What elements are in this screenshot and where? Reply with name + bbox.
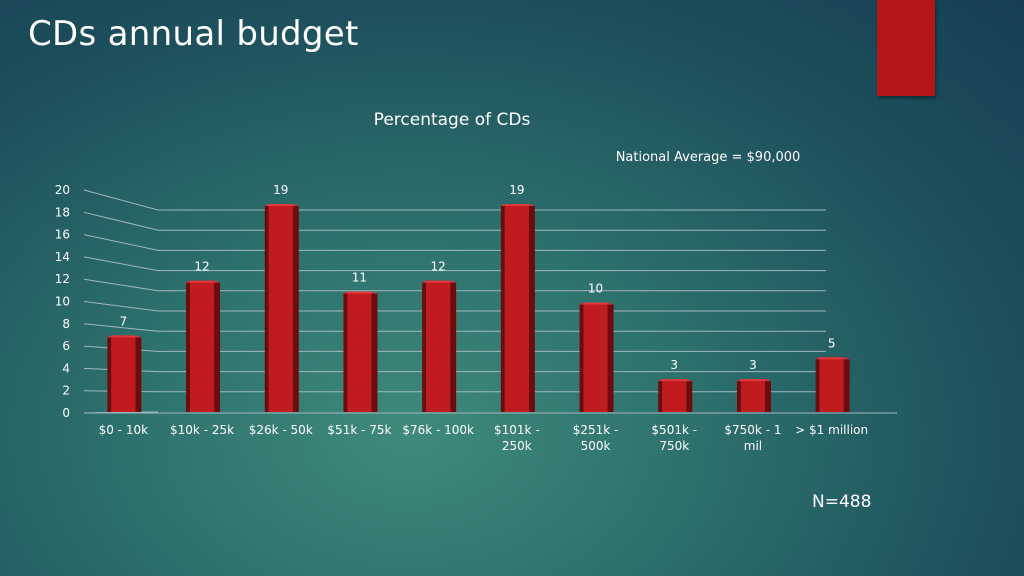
data-label: 5 — [828, 336, 836, 350]
accent-block — [877, 0, 935, 96]
bar-edge — [658, 379, 663, 412]
bar — [815, 357, 850, 412]
bar — [422, 280, 457, 412]
x-tick-label: $10k - 25k — [170, 423, 234, 437]
bar-front — [662, 379, 687, 412]
data-label: 12 — [194, 260, 209, 274]
bars — [107, 204, 850, 412]
y-axis: 0 2 4 6 8 10 12 14 16 18 20 — [55, 183, 70, 420]
y-tick-label: 10 — [55, 295, 70, 309]
bar-front — [111, 335, 136, 412]
bar-side — [450, 280, 457, 412]
bar-side — [686, 379, 693, 412]
y-tick-label: 0 — [62, 406, 70, 420]
bar — [658, 379, 693, 412]
bar-edge — [815, 357, 820, 412]
bar-edge — [264, 204, 269, 412]
bar — [500, 204, 535, 412]
y-tick-label: 14 — [55, 250, 70, 264]
chart-title: Percentage of CDs — [374, 110, 531, 130]
data-label: 3 — [670, 358, 678, 372]
x-tick-label: > $1 million — [795, 423, 868, 437]
x-axis: $0 - 10k $10k - 25k $26k - 50k $51k - 75k $7… — [99, 423, 868, 453]
gridline-side — [83, 301, 159, 312]
bar-front — [268, 204, 293, 412]
x-tick-label: $750k - 1 mil — [724, 423, 781, 453]
bar-edge — [107, 335, 112, 412]
bar-front — [504, 204, 529, 412]
bar-edge — [186, 280, 191, 412]
bar-side — [528, 204, 535, 412]
y-tick-label: 18 — [55, 205, 70, 219]
data-label: 19 — [273, 183, 288, 197]
data-label: 19 — [509, 183, 524, 197]
bar-top — [343, 291, 378, 294]
bar-top — [658, 379, 693, 382]
bar-side — [292, 204, 299, 412]
bar-edge — [500, 204, 505, 412]
x-tick-label: $501k -750k — [651, 423, 697, 453]
bar-top — [815, 357, 850, 360]
bar-edge — [422, 280, 427, 412]
bar-top — [264, 204, 299, 206]
y-tick-label: 8 — [62, 317, 70, 331]
x-tick-label: $76k - 100k — [402, 423, 474, 437]
x-tick-label: $251k -500k — [573, 423, 619, 453]
y-tick-label: 12 — [55, 272, 70, 286]
bar-front — [426, 280, 451, 412]
bar-top — [186, 280, 221, 283]
bar — [186, 280, 221, 412]
y-tick-label: 6 — [62, 339, 70, 353]
bar-top — [736, 379, 771, 382]
sample-size-label: N=488 — [812, 492, 872, 512]
gridline-side — [83, 256, 159, 272]
x-tick-label: $51k - 75k — [327, 423, 391, 437]
bar-edge — [736, 379, 741, 412]
bar-front — [190, 280, 215, 412]
bar-front — [819, 357, 844, 412]
bar-top — [500, 204, 535, 206]
gridline-side — [83, 234, 159, 251]
y-tick-label: 2 — [62, 384, 70, 398]
bar-edge — [343, 291, 348, 412]
bar-side — [764, 379, 771, 412]
bar-top — [107, 335, 142, 338]
bar-top — [422, 280, 457, 283]
bar-side — [607, 302, 614, 412]
y-tick-label: 4 — [62, 361, 70, 375]
x-tick-label: $101k -250k — [494, 423, 540, 453]
bar-side — [843, 357, 850, 412]
slide-title: CDs annual budget — [28, 14, 359, 54]
bar-front — [583, 302, 608, 412]
y-tick-label: 20 — [55, 183, 70, 197]
bar-top — [579, 302, 614, 305]
data-labels: 7 12 19 11 12 19 10 3 3 5 — [120, 183, 836, 372]
bar — [107, 335, 142, 412]
data-label: 7 — [120, 314, 128, 328]
data-label: 11 — [352, 271, 367, 285]
bar-side — [214, 280, 221, 412]
gridline-side — [83, 211, 159, 231]
data-label: 10 — [588, 282, 603, 296]
data-label: 12 — [431, 260, 446, 274]
national-average-annotation: National Average = $90,000 — [616, 150, 801, 165]
bar-side — [371, 291, 378, 412]
x-tick-label: $0 - 10k — [99, 423, 148, 437]
x-tick-label: $26k - 50k — [249, 423, 313, 437]
bar — [343, 291, 378, 412]
gridline-side — [83, 323, 159, 332]
bar-side — [135, 335, 142, 412]
y-tick-label: 16 — [55, 228, 70, 242]
data-label: 3 — [749, 358, 757, 372]
bar — [264, 204, 299, 412]
bar — [579, 302, 614, 412]
gridline-side — [83, 189, 159, 211]
gridline-side — [83, 278, 159, 292]
bar-edge — [579, 302, 584, 412]
bar-front — [740, 379, 765, 412]
floor-edge — [83, 411, 159, 414]
bar — [736, 379, 771, 412]
bar-front — [347, 291, 372, 412]
